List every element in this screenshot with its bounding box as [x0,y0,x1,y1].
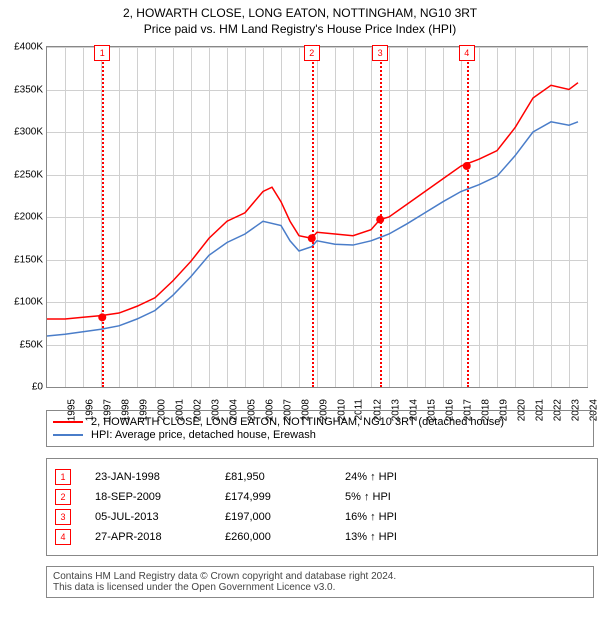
y-axis-label: £50K [3,339,43,350]
transaction-date: 27-APR-2018 [95,531,225,543]
y-axis-label: £350K [3,84,43,95]
transaction-row: 2 18-SEP-2009£174,9995% ↑ HPI [55,489,589,505]
transaction-price: £197,000 [225,511,345,523]
transaction-marker-line [312,47,314,387]
transaction-pct: 13% ↑ HPI [345,531,465,543]
y-axis-label: £400K [3,42,43,53]
legend-swatch [53,434,83,436]
transaction-marker-line [380,47,382,387]
legend-row: 2, HOWARTH CLOSE, LONG EATON, NOTTINGHAM… [53,416,587,428]
transaction-date: 05-JUL-2013 [95,511,225,523]
chart-container: 2, HOWARTH CLOSE, LONG EATON, NOTTINGHAM… [0,0,600,620]
transaction-marker-label: 2 [304,45,320,61]
legend-label: 2, HOWARTH CLOSE, LONG EATON, NOTTINGHAM… [91,416,504,428]
transaction-pct: 24% ↑ HPI [345,471,465,483]
y-axis-label: £150K [3,254,43,265]
transaction-row: 4 27-APR-2018£260,00013% ↑ HPI [55,529,589,545]
credit-line-2: This data is licensed under the Open Gov… [53,582,587,593]
transaction-number: 3 [55,509,71,525]
title-subtitle: Price paid vs. HM Land Registry's House … [0,22,600,36]
legend-label: HPI: Average price, detached house, Erew… [91,429,316,441]
title-area: 2, HOWARTH CLOSE, LONG EATON, NOTTINGHAM… [0,0,600,36]
credit-line-1: Contains HM Land Registry data © Crown c… [53,571,587,582]
transaction-price: £81,950 [225,471,345,483]
transaction-price: £174,999 [225,491,345,503]
y-axis-label: £300K [3,127,43,138]
transaction-marker-line [467,47,469,387]
transaction-marker-label: 3 [372,45,388,61]
legend-row: HPI: Average price, detached house, Erew… [53,429,587,441]
legend-box: 2, HOWARTH CLOSE, LONG EATON, NOTTINGHAM… [46,410,594,447]
transactions-table: 1 23-JAN-1998£81,95024% ↑ HPI 2 18-SEP-2009… [46,458,598,556]
transaction-pct: 16% ↑ HPI [345,511,465,523]
transaction-row: 1 23-JAN-1998£81,95024% ↑ HPI [55,469,589,485]
transaction-date: 18-SEP-2009 [95,491,225,503]
y-axis-label: £100K [3,297,43,308]
transaction-price: £260,000 [225,531,345,543]
transaction-number: 4 [55,529,71,545]
gridline-vertical [587,47,588,387]
transaction-date: 23-JAN-1998 [95,471,225,483]
credit-box: Contains HM Land Registry data © Crown c… [46,566,594,598]
chart-svg [47,47,587,387]
legend-swatch [53,421,83,423]
transaction-number: 1 [55,469,71,485]
y-axis-label: £0 [3,382,43,393]
y-axis-label: £200K [3,212,43,223]
y-axis-label: £250K [3,169,43,180]
transaction-marker-label: 4 [459,45,475,61]
title-address: 2, HOWARTH CLOSE, LONG EATON, NOTTINGHAM… [0,6,600,20]
transaction-row: 3 05-JUL-2013£197,00016% ↑ HPI [55,509,589,525]
transaction-marker-line [102,47,104,387]
chart-plot-area: £0£50K£100K£150K£200K£250K£300K£350K£400… [46,46,588,388]
transaction-marker-label: 1 [94,45,110,61]
transaction-pct: 5% ↑ HPI [345,491,465,503]
transaction-number: 2 [55,489,71,505]
